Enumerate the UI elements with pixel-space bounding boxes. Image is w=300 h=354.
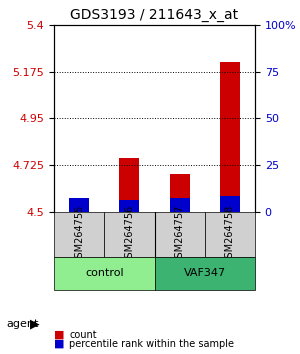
Text: ■: ■ [54,330,64,339]
FancyBboxPatch shape [54,257,154,290]
Text: count: count [69,330,97,339]
Text: VAF347: VAF347 [184,268,226,279]
FancyBboxPatch shape [154,257,255,290]
Text: ▶: ▶ [30,318,40,330]
Text: GSM264758: GSM264758 [225,205,235,264]
Bar [220,62,240,212]
FancyBboxPatch shape [54,212,104,257]
Bar [69,210,89,212]
Bar [220,196,240,212]
Bar [169,175,190,212]
Text: ■: ■ [54,339,64,349]
Text: agent: agent [6,319,38,329]
Text: GSM264757: GSM264757 [175,205,184,264]
Text: control: control [85,268,124,279]
Bar [69,198,89,212]
Text: percentile rank within the sample: percentile rank within the sample [69,339,234,349]
Title: GDS3193 / 211643_x_at: GDS3193 / 211643_x_at [70,8,239,22]
FancyBboxPatch shape [205,212,255,257]
FancyBboxPatch shape [154,212,205,257]
Bar [119,158,140,212]
Bar [169,198,190,212]
Bar [119,200,140,212]
FancyBboxPatch shape [104,212,154,257]
Text: GSM264755: GSM264755 [74,205,84,264]
Text: GSM264756: GSM264756 [124,205,134,264]
